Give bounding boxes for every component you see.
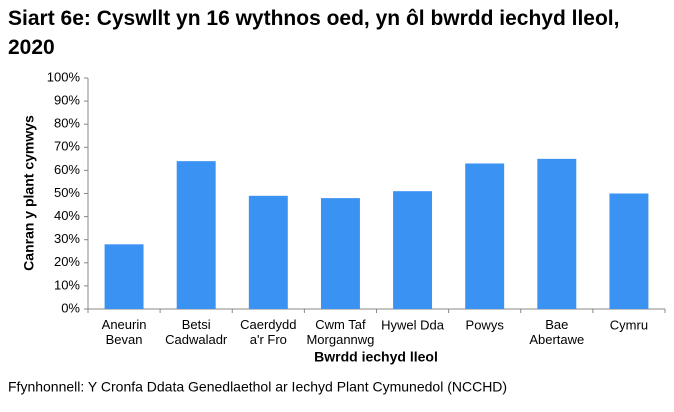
bar xyxy=(537,158,577,309)
x-tick-label: Betsi Cadwaladr xyxy=(165,317,228,347)
bar xyxy=(609,193,649,309)
y-tick-label: 60% xyxy=(54,162,80,177)
chart-title: Siart 6e: Cyswllt yn 16 wythnos oed, yn … xyxy=(8,7,620,59)
x-tick-label: Bae Abertawe xyxy=(529,317,584,347)
y-tick-label: 90% xyxy=(54,93,80,108)
bar xyxy=(176,161,216,309)
y-tick-label: 80% xyxy=(54,116,80,131)
x-axis-title: Bwrdd iechyd lleol xyxy=(314,349,438,365)
x-tick-label: Cwm Taf Morgannwg xyxy=(306,317,374,347)
y-tick-label: 70% xyxy=(54,139,80,154)
x-tick-label: Powys xyxy=(466,317,505,332)
x-tick-label: Hywel Dda xyxy=(381,317,445,332)
bar xyxy=(393,191,433,309)
y-tick-label: 40% xyxy=(54,208,80,223)
y-axis-title: Canran y plant cymwys xyxy=(21,115,37,271)
x-tick-label: Aneurin Bevan xyxy=(102,317,147,347)
x-tick-label: Cymru xyxy=(610,317,648,332)
y-tick-label: 0% xyxy=(61,300,80,315)
source-note: Ffynhonnell: Y Cronfa Ddata Genedlaethol… xyxy=(8,379,507,395)
bar xyxy=(320,198,360,309)
y-tick-label: 10% xyxy=(54,277,80,292)
bar xyxy=(465,163,505,309)
bar xyxy=(248,195,288,309)
x-tick-label: Caerdydd a'r Fro xyxy=(240,317,296,347)
y-tick-label: 100% xyxy=(47,69,81,84)
y-tick-label: 30% xyxy=(54,231,80,246)
bar xyxy=(104,244,144,309)
y-tick-label: 50% xyxy=(54,185,80,200)
y-tick-label: 20% xyxy=(54,254,80,269)
